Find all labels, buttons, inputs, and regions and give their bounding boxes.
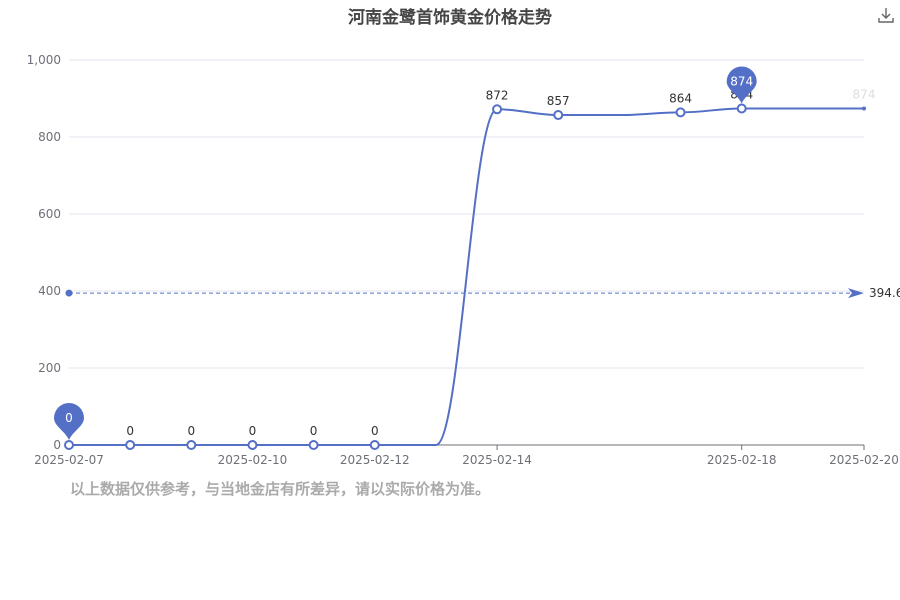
footnote: 以上数据仅供参考，与当地金店有所差异，请以实际价格为准。 <box>70 480 491 498</box>
x-tick-label: 2025-02-18 <box>707 453 777 467</box>
y-tick-label: 200 <box>38 361 61 375</box>
data-point <box>308 440 319 450</box>
data-point <box>553 110 564 121</box>
data-label: 864 <box>669 91 692 105</box>
y-tick-label: 800 <box>38 130 61 144</box>
y-tick-label: 1,000 <box>27 53 61 67</box>
data-label: 0 <box>126 424 134 438</box>
data-label: 0 <box>187 424 195 438</box>
data-label: 874 <box>853 88 876 102</box>
data-point <box>186 440 197 450</box>
data-points <box>64 103 866 450</box>
series-line <box>69 107 864 446</box>
data-label: 0 <box>249 424 257 438</box>
data-point <box>736 103 747 114</box>
y-tick-label: 600 <box>38 207 61 221</box>
max-mark-label: 874 <box>730 75 753 89</box>
data-label: 0 <box>310 424 318 438</box>
data-point <box>247 440 258 450</box>
max-mark-pin <box>726 66 757 104</box>
min-mark-pin <box>54 403 84 440</box>
x-tick-label: 2025-02-07 <box>34 453 104 467</box>
average-line-label: 394.6 <box>869 286 900 300</box>
chart-title: 河南金鹭首饰黄金价格走势 <box>348 8 552 28</box>
data-labels: 000000872857864874874 <box>65 88 875 438</box>
grid-lines <box>69 59 864 369</box>
y-tick-label: 0 <box>53 438 61 452</box>
data-point <box>492 104 503 115</box>
data-point <box>64 440 74 450</box>
x-tick-label: 2025-02-10 <box>218 453 288 467</box>
mark-points: 0 874 <box>54 66 757 440</box>
data-label: 0 <box>371 424 379 438</box>
data-label: 857 <box>547 94 570 108</box>
mark-line-arrow <box>848 288 864 299</box>
x-tick-label: 2025-02-20 <box>829 453 899 467</box>
y-axis-labels: 0 200 400 600 800 1,000 <box>27 53 61 452</box>
x-tick-label: 2025-02-12 <box>340 453 410 467</box>
data-point <box>125 440 136 450</box>
average-mark-line: 394.6 <box>65 286 900 300</box>
x-axis-labels: 2025-02-07 2025-02-10 2025-02-12 2025-02-14… <box>34 453 899 467</box>
data-label: 872 <box>486 88 509 102</box>
data-point <box>369 440 380 450</box>
data-point-end <box>862 106 866 111</box>
min-mark-label: 0 <box>65 411 73 425</box>
download-icon[interactable] <box>877 6 895 24</box>
data-point <box>675 107 686 118</box>
y-tick-label: 400 <box>38 284 61 298</box>
x-tick-label: 2025-02-14 <box>462 453 532 467</box>
